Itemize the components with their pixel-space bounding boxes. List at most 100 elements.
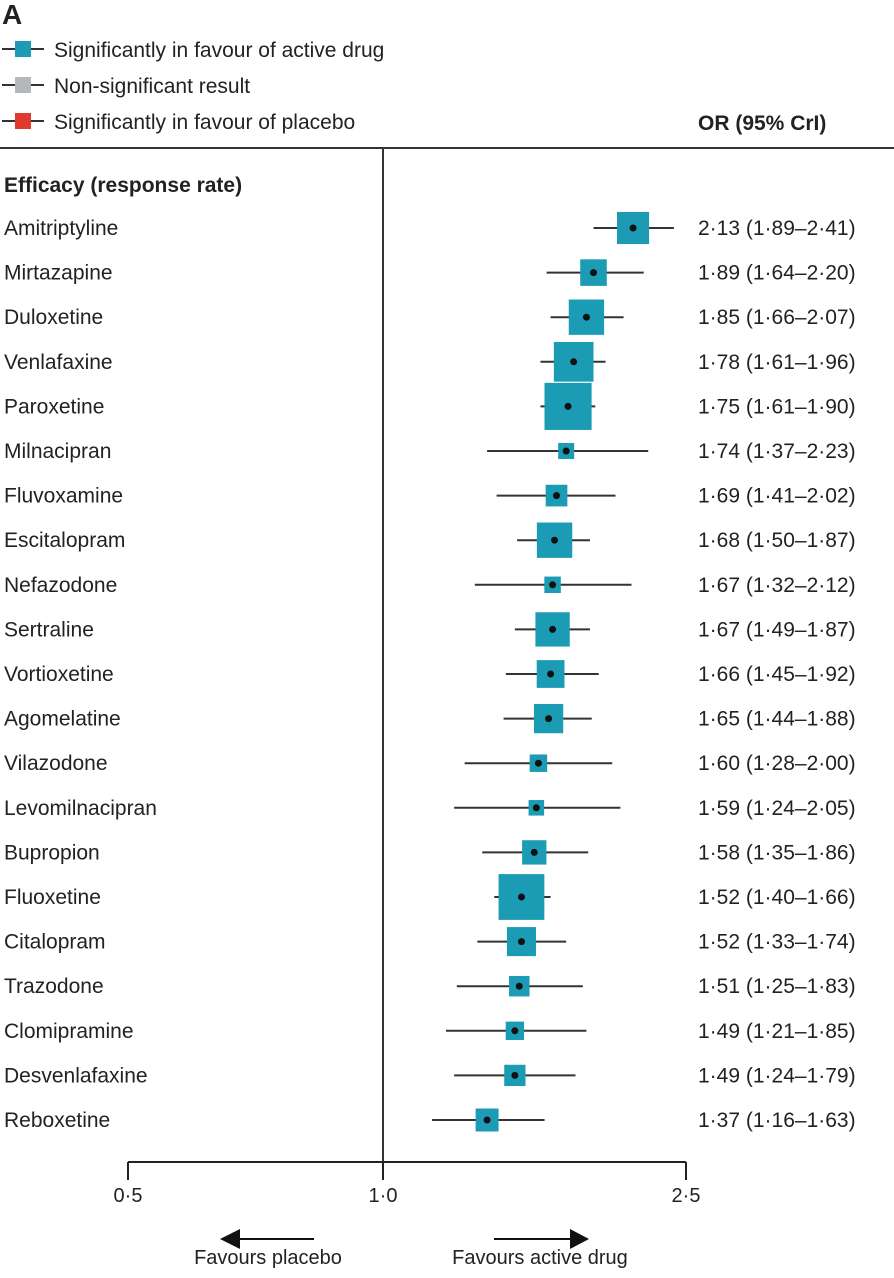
forest-row: Paroxetine 1·75 (1·61–1·90) xyxy=(4,382,856,430)
forest-row: Fluvoxamine 1·69 (1·41–2·02) xyxy=(4,485,856,508)
point-estimate xyxy=(517,893,525,901)
x-axis: 0·5 1·0 2·5 xyxy=(114,1161,701,1207)
drug-name: Levomilnacipran xyxy=(4,797,157,820)
or-value: 1·37 (1·16–1·63) xyxy=(698,1109,856,1132)
point-estimate xyxy=(551,536,559,544)
point-estimate xyxy=(547,670,555,678)
forest-row: Trazodone 1·51 (1·25–1·83) xyxy=(4,975,856,998)
or-value: 1·59 (1·24–2·05) xyxy=(698,797,856,820)
point-estimate xyxy=(564,402,572,410)
or-value: 1·60 (1·28–2·00) xyxy=(698,752,856,775)
point-estimate xyxy=(570,358,578,366)
legend-swatch xyxy=(15,77,31,93)
or-value: 1·75 (1·61–1·90) xyxy=(698,395,856,418)
point-estimate xyxy=(629,224,637,232)
point-estimate xyxy=(515,982,523,990)
or-value: 1·52 (1·40–1·66) xyxy=(698,886,856,909)
or-value: 2·13 (1·89–2·41) xyxy=(698,217,856,240)
arrow-left-head xyxy=(220,1229,240,1249)
point-estimate xyxy=(532,804,540,812)
drug-name: Clomipramine xyxy=(4,1020,134,1043)
forest-row: Amitriptyline 2·13 (1·89–2·41) xyxy=(4,211,856,245)
favours-placebo-label: Favours placebo xyxy=(194,1247,342,1269)
drug-name: Mirtazapine xyxy=(4,262,113,285)
or-value: 1·66 (1·45–1·92) xyxy=(698,663,856,686)
forest-row: Escitalopram 1·68 (1·50–1·87) xyxy=(4,522,856,558)
or-value: 1·78 (1·61–1·96) xyxy=(698,351,856,374)
or-value: 1·58 (1·35–1·86) xyxy=(698,841,856,864)
point-estimate xyxy=(545,715,553,723)
forest-row: Milnacipran 1·74 (1·37–2·23) xyxy=(4,440,856,463)
legend-swatch xyxy=(15,41,31,57)
point-estimate xyxy=(511,1027,519,1035)
tick-label: 1·0 xyxy=(369,1185,398,1207)
legend-swatch xyxy=(15,113,31,129)
legend-label: Non-significant result xyxy=(54,75,250,98)
panel-label: A xyxy=(2,0,22,30)
direction-arrows xyxy=(220,1229,589,1249)
section-title: Efficacy (response rate) xyxy=(4,174,242,197)
point-estimate xyxy=(530,848,538,856)
tick-label: 2·5 xyxy=(672,1185,701,1207)
drug-name: Bupropion xyxy=(4,841,100,864)
point-estimate xyxy=(511,1071,519,1079)
forest-row: Reboxetine 1·37 (1·16–1·63) xyxy=(4,1108,856,1132)
forest-row: Clomipramine 1·49 (1·21–1·85) xyxy=(4,1020,856,1043)
drug-name: Fluvoxamine xyxy=(4,485,123,508)
drug-name: Trazodone xyxy=(4,975,104,998)
forest-row: Nefazodone 1·67 (1·32–2·12) xyxy=(4,574,856,597)
point-estimate xyxy=(562,447,570,455)
or-value: 1·49 (1·24–1·79) xyxy=(698,1064,856,1087)
legend-label: Significantly in favour of active drug xyxy=(54,39,384,62)
forest-row: Duloxetine 1·85 (1·66–2·07) xyxy=(4,299,856,335)
drug-name: Venlafaxine xyxy=(4,351,113,374)
drug-name: Agomelatine xyxy=(4,708,121,731)
or-value: 1·89 (1·64–2·20) xyxy=(698,262,856,285)
point-estimate xyxy=(517,938,525,946)
forest-row: Agomelatine 1·65 (1·44–1·88) xyxy=(4,703,856,734)
drug-name: Reboxetine xyxy=(4,1109,110,1132)
drug-name: Nefazodone xyxy=(4,574,117,597)
forest-row: Citalopram 1·52 (1·33–1·74) xyxy=(4,927,856,957)
drug-name: Desvenlafaxine xyxy=(4,1064,148,1087)
or-value: 1·68 (1·50–1·87) xyxy=(698,529,856,552)
drug-name: Vilazodone xyxy=(4,752,108,775)
or-value: 1·52 (1·33–1·74) xyxy=(698,931,856,954)
or-value: 1·67 (1·32–2·12) xyxy=(698,574,856,597)
column-header: OR (95% CrI) xyxy=(698,112,826,135)
legend-label: Significantly in favour of placebo xyxy=(54,111,355,134)
drug-name: Paroxetine xyxy=(4,395,104,418)
or-value: 1·51 (1·25–1·83) xyxy=(698,975,856,998)
point-estimate xyxy=(582,313,590,321)
drug-name: Duloxetine xyxy=(4,306,103,329)
point-estimate xyxy=(553,492,561,500)
drug-name: Fluoxetine xyxy=(4,886,101,909)
drug-name: Escitalopram xyxy=(4,529,125,552)
forest-row: Mirtazapine 1·89 (1·64–2·20) xyxy=(4,259,856,286)
point-estimate xyxy=(590,269,598,277)
tick-label: 0·5 xyxy=(114,1185,143,1207)
forest-row: Fluoxetine 1·52 (1·40–1·66) xyxy=(4,874,856,920)
forest-row: Sertraline 1·67 (1·49–1·87) xyxy=(4,612,856,647)
favours-active-label: Favours active drug xyxy=(452,1247,628,1269)
drug-name: Vortioxetine xyxy=(4,663,114,686)
forest-row: Levomilnacipran 1·59 (1·24–2·05) xyxy=(4,797,856,820)
or-value: 1·65 (1·44–1·88) xyxy=(698,708,856,731)
drug-name: Sertraline xyxy=(4,618,94,641)
or-value: 1·67 (1·49–1·87) xyxy=(698,618,856,641)
forest-row: Venlafaxine 1·78 (1·61–1·96) xyxy=(4,341,856,382)
or-value: 1·85 (1·66–2·07) xyxy=(698,306,856,329)
forest-row: Desvenlafaxine 1·49 (1·24–1·79) xyxy=(4,1064,856,1087)
point-estimate xyxy=(549,625,557,633)
point-estimate xyxy=(549,581,557,589)
point-estimate xyxy=(534,759,542,767)
drug-name: Milnacipran xyxy=(4,440,111,463)
drug-name: Citalopram xyxy=(4,931,106,954)
point-estimate xyxy=(483,1116,491,1124)
forest-row: Vilazodone 1·60 (1·28–2·00) xyxy=(4,752,856,775)
arrow-right-head xyxy=(570,1229,589,1249)
or-value: 1·69 (1·41–2·02) xyxy=(698,485,856,508)
legend: Significantly in favour of active drug No… xyxy=(2,39,384,134)
forest-row: Vortioxetine 1·66 (1·45–1·92) xyxy=(4,660,856,688)
